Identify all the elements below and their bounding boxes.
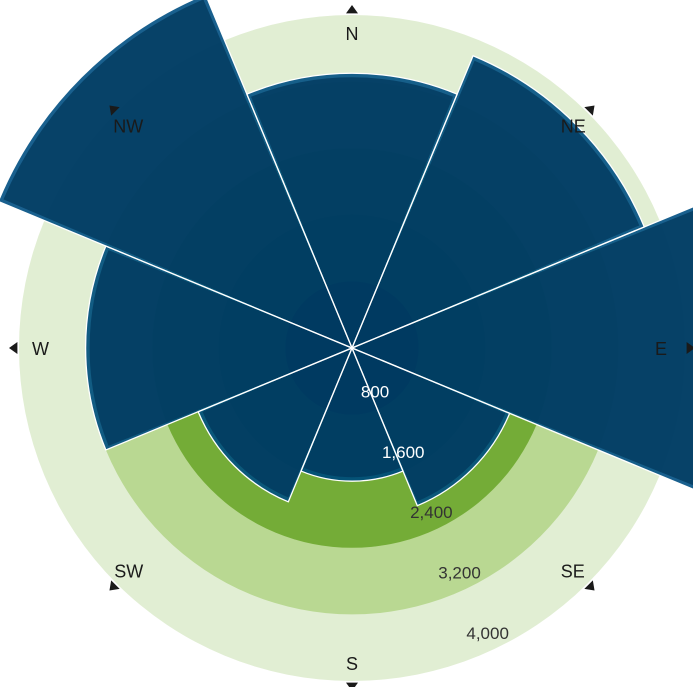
sector-outline-n — [246, 72, 458, 349]
ring-label-800: 800 — [361, 382, 389, 401]
direction-arrow-ne-icon — [584, 105, 595, 116]
ring-value-labels: 800 1,600 2,400 3,200 4,000 — [361, 382, 509, 642]
direction-label-s: S — [346, 654, 358, 674]
sector-n — [251, 77, 453, 349]
direction-label-n: N — [346, 24, 359, 44]
sector-outline-sw — [197, 347, 353, 503]
direction-labels: N NE E SE S SW W NW — [9, 5, 693, 687]
direction-arrow-s-icon — [346, 682, 358, 687]
sector-nw — [3, 0, 352, 348]
direction-arrow-sw-icon — [109, 580, 120, 591]
ring-label-1,600: 1,600 — [382, 443, 425, 462]
direction-arrow-nw-icon — [109, 105, 120, 116]
sector-ne — [352, 60, 640, 348]
direction-arrow-e-icon — [686, 342, 693, 354]
sector-outline-ne — [351, 55, 645, 349]
direction-arrow-w-icon — [9, 342, 18, 354]
sector-outline-s — [300, 347, 404, 482]
direction-label-se: SE — [561, 562, 585, 582]
direction-label-w: W — [32, 339, 49, 359]
ring-label-2,400: 2,400 — [410, 503, 453, 522]
direction-sectors — [0, 0, 693, 507]
sector-s — [303, 348, 401, 478]
sector-se — [352, 348, 506, 502]
sector-outline-nw — [0, 0, 353, 349]
sector-sw — [202, 348, 352, 498]
direction-arrow-n-icon — [346, 5, 358, 14]
sector-e — [352, 210, 693, 486]
direction-label-ne: NE — [561, 116, 586, 136]
ring-label-4,000: 4,000 — [466, 624, 509, 643]
direction-arrow-se-icon — [584, 580, 595, 591]
sector-outline-w — [84, 245, 353, 451]
direction-label-e: E — [655, 339, 667, 359]
sector-w — [89, 250, 352, 446]
direction-label-sw: SW — [114, 562, 143, 582]
sector-outline-se — [351, 347, 511, 507]
ring-label-3,200: 3,200 — [438, 564, 481, 583]
direction-label-nw: NW — [113, 116, 143, 136]
